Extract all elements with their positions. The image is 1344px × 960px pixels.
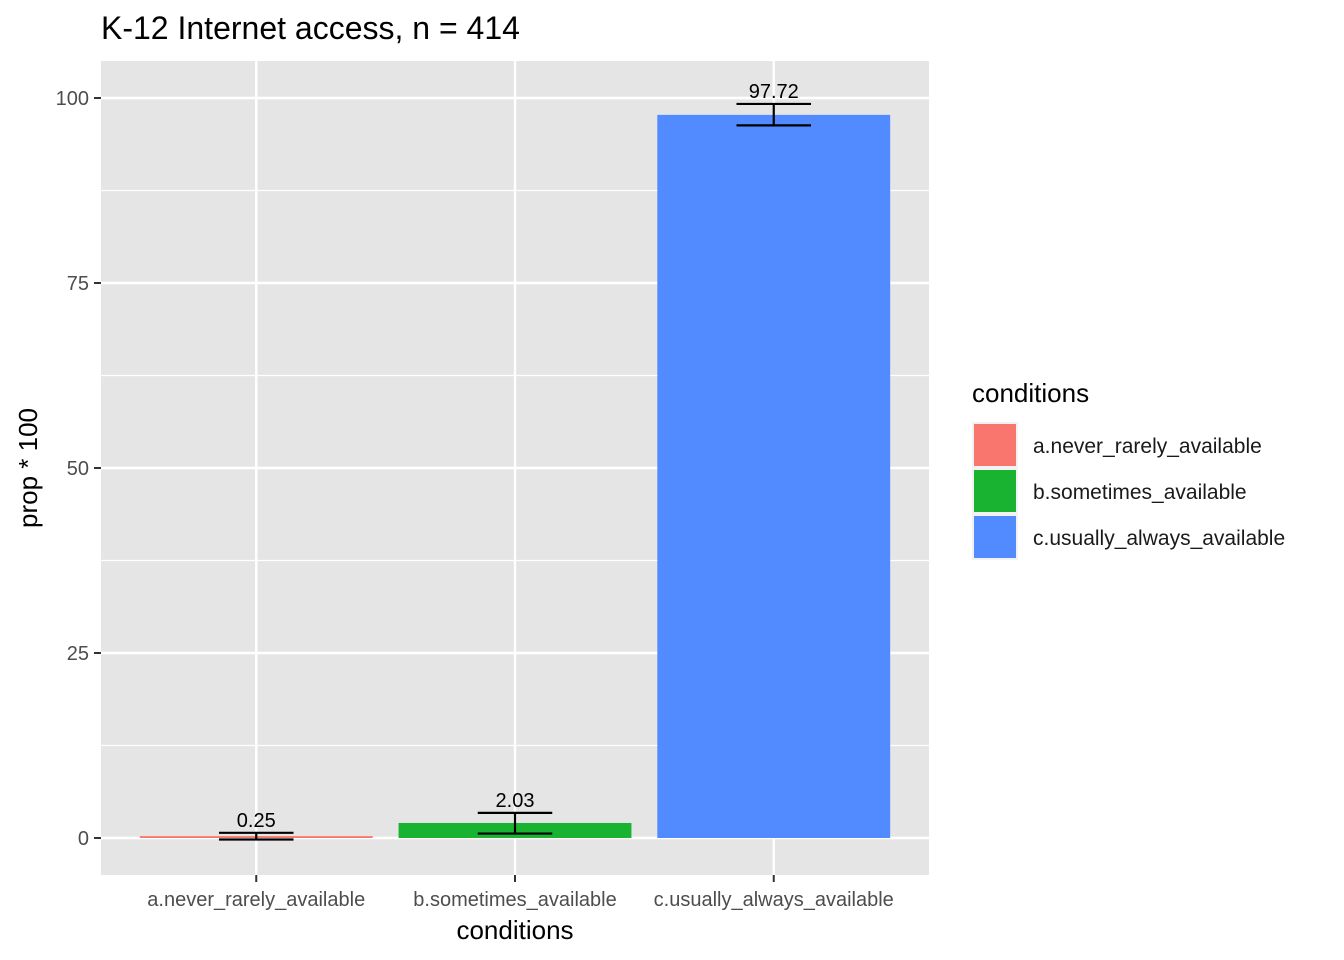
x-tick-label: a.never_rarely_available (147, 889, 365, 911)
legend-label: c.usually_always_available (1033, 527, 1285, 550)
y-axis: 0 25 50 75 100 (56, 88, 101, 850)
legend-label: b.sometimes_available (1033, 481, 1247, 504)
y-axis-title: prop * 100 (13, 408, 43, 528)
data-label: 97.72 (749, 81, 799, 103)
error-bar (736, 102, 812, 127)
chart-title: K-12 Internet access, n = 414 (101, 10, 520, 46)
y-tick-label: 75 (67, 273, 89, 295)
x-tick-label: b.sometimes_available (413, 889, 616, 911)
legend-key (974, 424, 1016, 466)
x-axis-title: conditions (456, 915, 573, 945)
error-bar (477, 811, 553, 835)
bar-c.usually_always_available (657, 114, 891, 838)
y-tick-label: 25 (67, 643, 89, 665)
legend: conditions a.never_rarely_available b.som… (972, 378, 1285, 560)
legend-key (974, 516, 1016, 558)
x-axis: a.never_rarely_available b.sometimes_avai… (147, 875, 894, 911)
data-label: 0.25 (237, 810, 276, 832)
legend-title: conditions (972, 378, 1089, 408)
bars (139, 114, 891, 838)
y-tick-label: 0 (78, 828, 89, 850)
legend-label: a.never_rarely_available (1033, 435, 1262, 458)
error-bar (218, 831, 294, 841)
legend-key (974, 470, 1016, 512)
data-labels: 0.25 2.03 97.72 (237, 81, 799, 832)
error-bars (218, 102, 812, 841)
y-tick-label: 50 (67, 458, 89, 480)
x-tick-label: c.usually_always_available (654, 889, 894, 911)
data-label: 2.03 (496, 790, 535, 812)
y-tick-label: 100 (56, 88, 89, 110)
